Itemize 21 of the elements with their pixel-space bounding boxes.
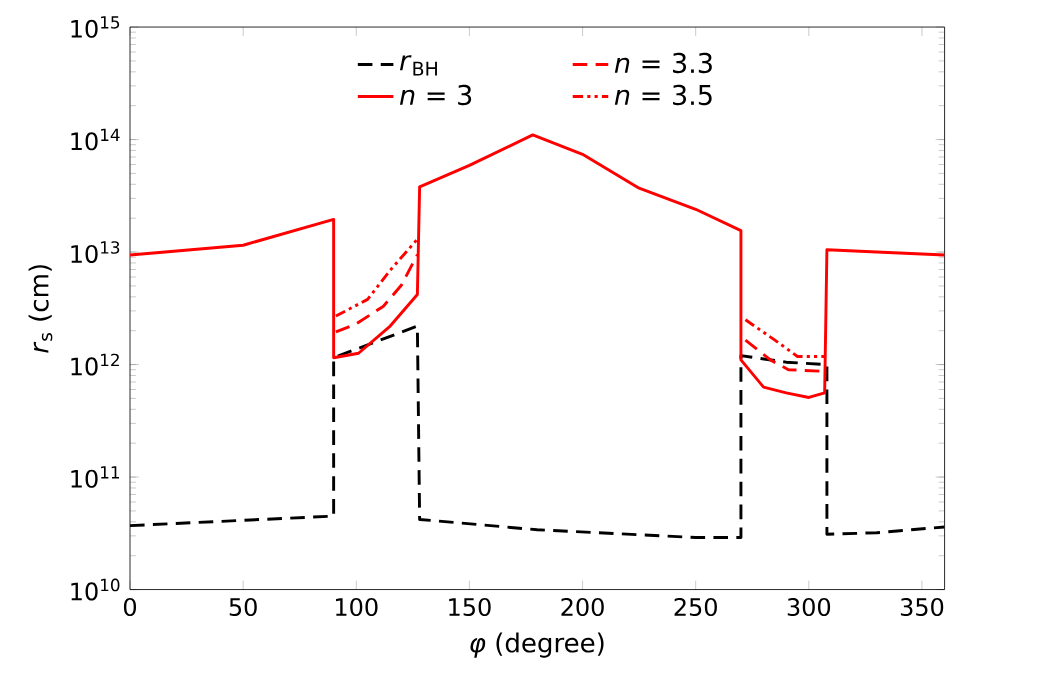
x-tick-label: 350	[900, 597, 944, 617]
y-tick-label: 10$^{14}$	[71, 128, 120, 151]
y-tick-label: 10$^{10}$	[71, 578, 120, 601]
x-tick-label: 200	[561, 597, 604, 617]
x-tick-label: 100	[336, 597, 378, 617]
x-tick-label: 0	[123, 597, 137, 617]
y-tick-label: 10$^{13}$	[71, 241, 120, 263]
x-tick-label: 150	[449, 597, 491, 617]
legend-label: n = 3.5	[614, 84, 712, 106]
x-tick-label: 50	[229, 597, 257, 617]
legend-label: n = 3.3	[614, 52, 712, 74]
y-tick-label: 10$^{11}$	[71, 466, 119, 488]
y-tick-label: 10$^{12}$	[71, 353, 119, 376]
y-tick-label: 10$^{15}$	[71, 16, 120, 38]
y-axis-title: r$_{s}$ (cm)	[28, 265, 53, 353]
line-series	[130, 133, 945, 399]
legend-label: r$_{BH}$	[399, 55, 437, 76]
x-axis-title: φ (degree)	[470, 632, 604, 658]
legend-label: n = 3	[399, 84, 472, 106]
x-tick-label: 300	[787, 597, 831, 617]
x-tick-label: 250	[674, 597, 717, 617]
